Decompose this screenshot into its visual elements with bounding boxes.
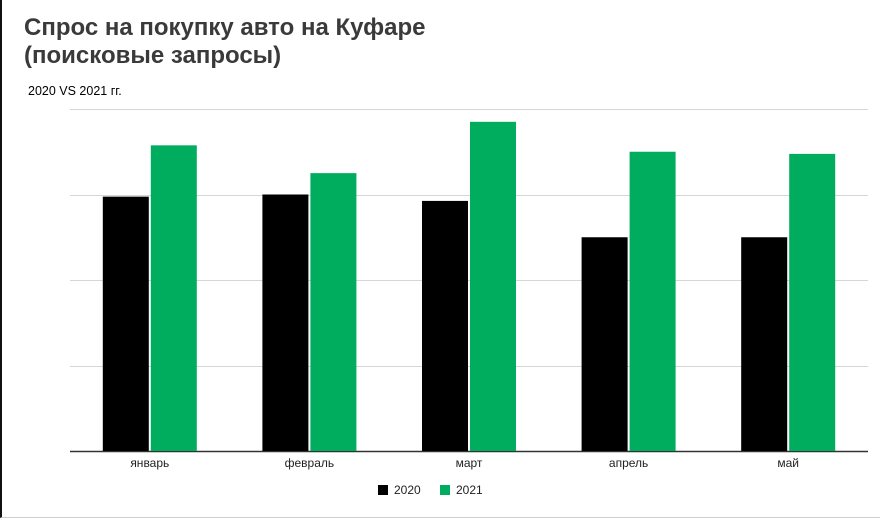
chart-title-line-1: Спрос на покупку авто на Куфаре [24,14,426,41]
bar-2021-5 [789,153,836,451]
bar-2021-4 [629,151,676,451]
chart-subtitle: 2020 VS 2021 гг. [28,84,122,98]
legend: 2020 2021 [378,483,483,497]
legend-swatch-2021 [440,485,450,495]
bar-2020-2 [262,194,309,451]
chart-title-line-2: (поисковые запросы) [24,42,282,69]
bar-2021-1 [150,145,197,451]
x-tick-label: март [456,456,483,470]
x-tick-label: апрель [609,456,648,470]
x-tick-label: май [777,456,799,470]
bar-2021-3 [470,121,516,451]
legend-swatch-2020 [378,485,388,495]
legend-label-2020: 2020 [394,483,421,497]
bar-2020-3 [422,200,468,451]
bar-2020-5 [741,237,788,451]
x-tick-label: февраль [285,456,335,470]
bar-2020-4 [581,237,628,451]
x-tick-label: январь [130,456,169,470]
legend-label-2021: 2021 [456,483,483,497]
bar-2020-1 [102,196,149,451]
gridlines [70,109,868,453]
bar-2021-2 [310,173,357,451]
x-tick-labels: январь февраль март апрель май [130,456,799,470]
chart-title: Спрос на покупку авто на Куфаре (поисков… [24,14,724,70]
bars [102,121,836,451]
